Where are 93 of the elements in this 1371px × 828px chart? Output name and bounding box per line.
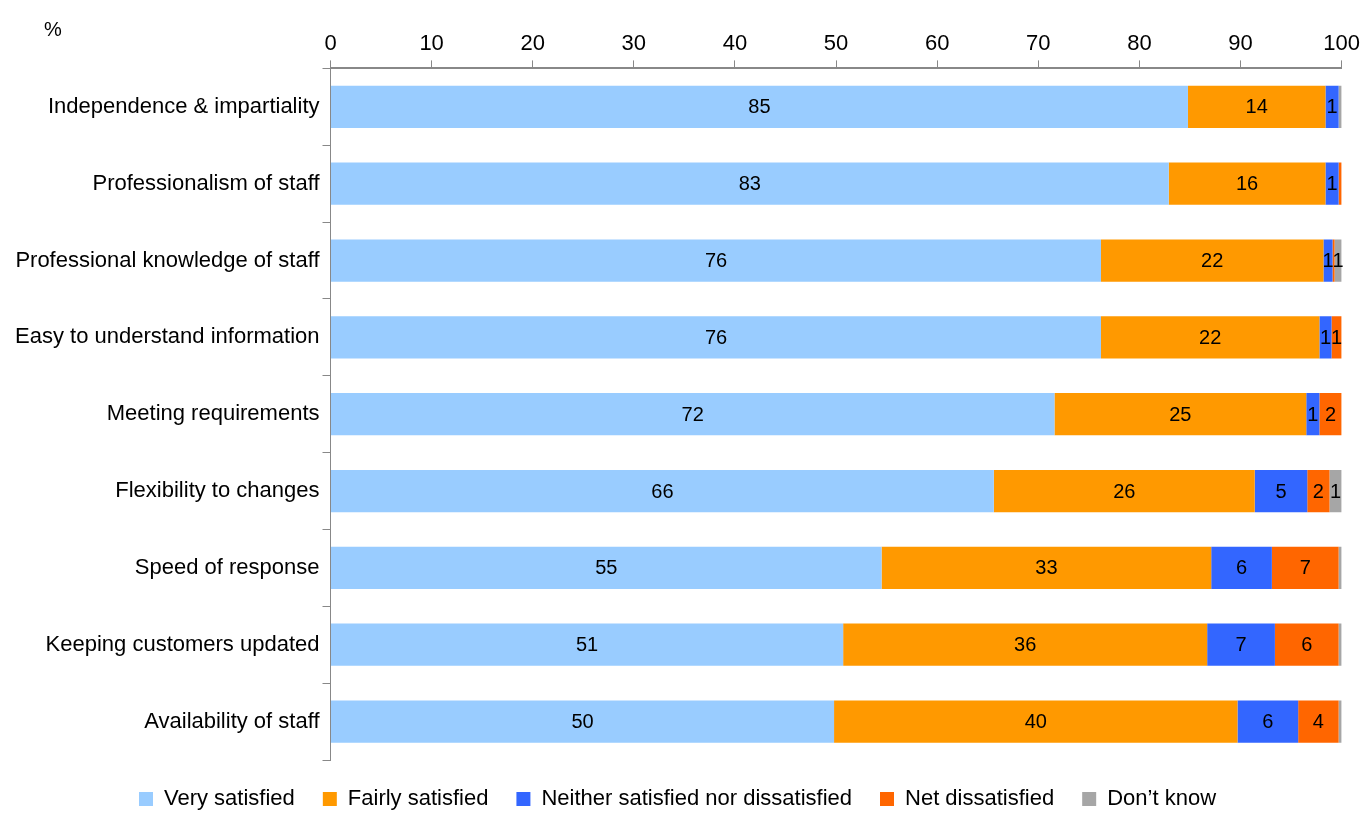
data-label: 66 xyxy=(651,479,674,502)
legend-label: Very satisfied xyxy=(163,785,295,811)
bar xyxy=(1101,239,1324,282)
data-label: 1 xyxy=(1322,249,1334,272)
data-label: 1 xyxy=(1330,479,1342,502)
data-label: 1 xyxy=(1332,249,1344,272)
bar xyxy=(1323,239,1333,282)
bar xyxy=(1207,623,1275,666)
bar xyxy=(1332,239,1335,282)
bar xyxy=(1254,469,1308,513)
y-tick-label: Professionalism of staff xyxy=(92,169,321,195)
y-tick-label: Independence & impartiality xyxy=(48,92,320,118)
data-label: 2 xyxy=(1324,402,1337,425)
data-label: 1 xyxy=(1319,325,1332,348)
bar xyxy=(1101,316,1320,359)
bar xyxy=(331,162,1169,205)
data-label: 55 xyxy=(595,556,618,579)
y-tick-label: Flexibility to changes xyxy=(115,477,320,503)
bar xyxy=(1211,546,1272,590)
bar xyxy=(331,316,1101,359)
x-tick-label: 0 xyxy=(324,30,337,56)
data-label: 6 xyxy=(1235,556,1248,579)
data-label: 1 xyxy=(1326,95,1338,118)
legend-label: Don’t know xyxy=(1107,785,1217,811)
bar xyxy=(1325,162,1339,205)
bar xyxy=(993,469,1255,513)
data-label: 5 xyxy=(1275,479,1287,502)
data-label: 83 xyxy=(738,172,761,195)
y-tick-label: Speed of response xyxy=(134,553,320,579)
bar xyxy=(1298,700,1339,743)
data-label: 76 xyxy=(704,325,728,348)
data-label: 51 xyxy=(575,633,599,656)
data-label: 1 xyxy=(1331,325,1343,348)
bar xyxy=(331,623,844,666)
bar xyxy=(331,546,882,590)
bar xyxy=(1319,393,1342,436)
bar xyxy=(331,393,1055,436)
y-tick-label: Professional knowledge of staff xyxy=(15,246,321,272)
y-tick-label: Keeping customers updated xyxy=(45,630,320,656)
data-label: 25 xyxy=(1169,402,1192,425)
bar xyxy=(331,85,1188,128)
x-tick-label: 30 xyxy=(621,30,647,56)
x-tick-label: 70 xyxy=(1026,30,1051,56)
bar xyxy=(843,623,1208,666)
data-label: 1 xyxy=(1307,402,1319,425)
legend-label: Net dissatisfied xyxy=(905,785,1055,811)
data-label: 7 xyxy=(1299,556,1311,579)
y-tick-label: Meeting requirements xyxy=(106,400,320,426)
x-tick-label: 80 xyxy=(1127,30,1152,56)
bar xyxy=(834,700,1238,743)
legend-label: Neither satisfied nor dissatisfied xyxy=(541,785,853,811)
bar xyxy=(1187,85,1326,128)
data-label: 6 xyxy=(1262,710,1274,733)
bar xyxy=(1319,316,1332,359)
bar xyxy=(331,239,1101,282)
data-label: 4 xyxy=(1312,710,1324,733)
data-label: 22 xyxy=(1199,325,1222,348)
data-label: 76 xyxy=(704,249,728,272)
data-label: 2 xyxy=(1312,479,1324,502)
bar xyxy=(1271,546,1339,590)
y-tick-label: Availability of staff xyxy=(144,707,321,733)
data-label: 72 xyxy=(681,402,704,425)
data-label: 22 xyxy=(1201,249,1224,272)
bar xyxy=(331,469,994,513)
legend-label: Fairly satisfied xyxy=(347,785,489,811)
data-label: 85 xyxy=(748,95,771,118)
data-label: 14 xyxy=(1245,95,1268,118)
x-tick-label: 20 xyxy=(520,30,545,56)
x-tick-label: 40 xyxy=(722,30,748,56)
x-tick-label: 10 xyxy=(419,30,444,56)
bar xyxy=(1054,393,1307,436)
data-label: 16 xyxy=(1235,172,1259,195)
data-label: 50 xyxy=(571,710,594,733)
data-label: 33 xyxy=(1035,556,1058,579)
data-label: 40 xyxy=(1024,710,1047,733)
y-tick-label: Easy to understand information xyxy=(14,323,320,349)
bar xyxy=(1274,623,1339,666)
data-label: 6 xyxy=(1301,633,1313,656)
x-tick-label: 100 xyxy=(1323,30,1361,56)
x-tick-label: 60 xyxy=(924,30,950,56)
bar xyxy=(1325,85,1339,128)
x-tick-label: 90 xyxy=(1228,30,1253,56)
x-tick-label: 50 xyxy=(823,30,849,56)
data-label: 1 xyxy=(1326,172,1338,195)
data-label: 26 xyxy=(1113,479,1136,502)
data-label: 36 xyxy=(1014,633,1037,656)
bar xyxy=(331,700,835,743)
bar xyxy=(1237,700,1299,743)
bar xyxy=(881,546,1212,590)
bar xyxy=(1168,162,1326,205)
bar xyxy=(1307,469,1330,513)
x-axis-title: % xyxy=(44,17,62,40)
data-label: 7 xyxy=(1235,633,1247,656)
